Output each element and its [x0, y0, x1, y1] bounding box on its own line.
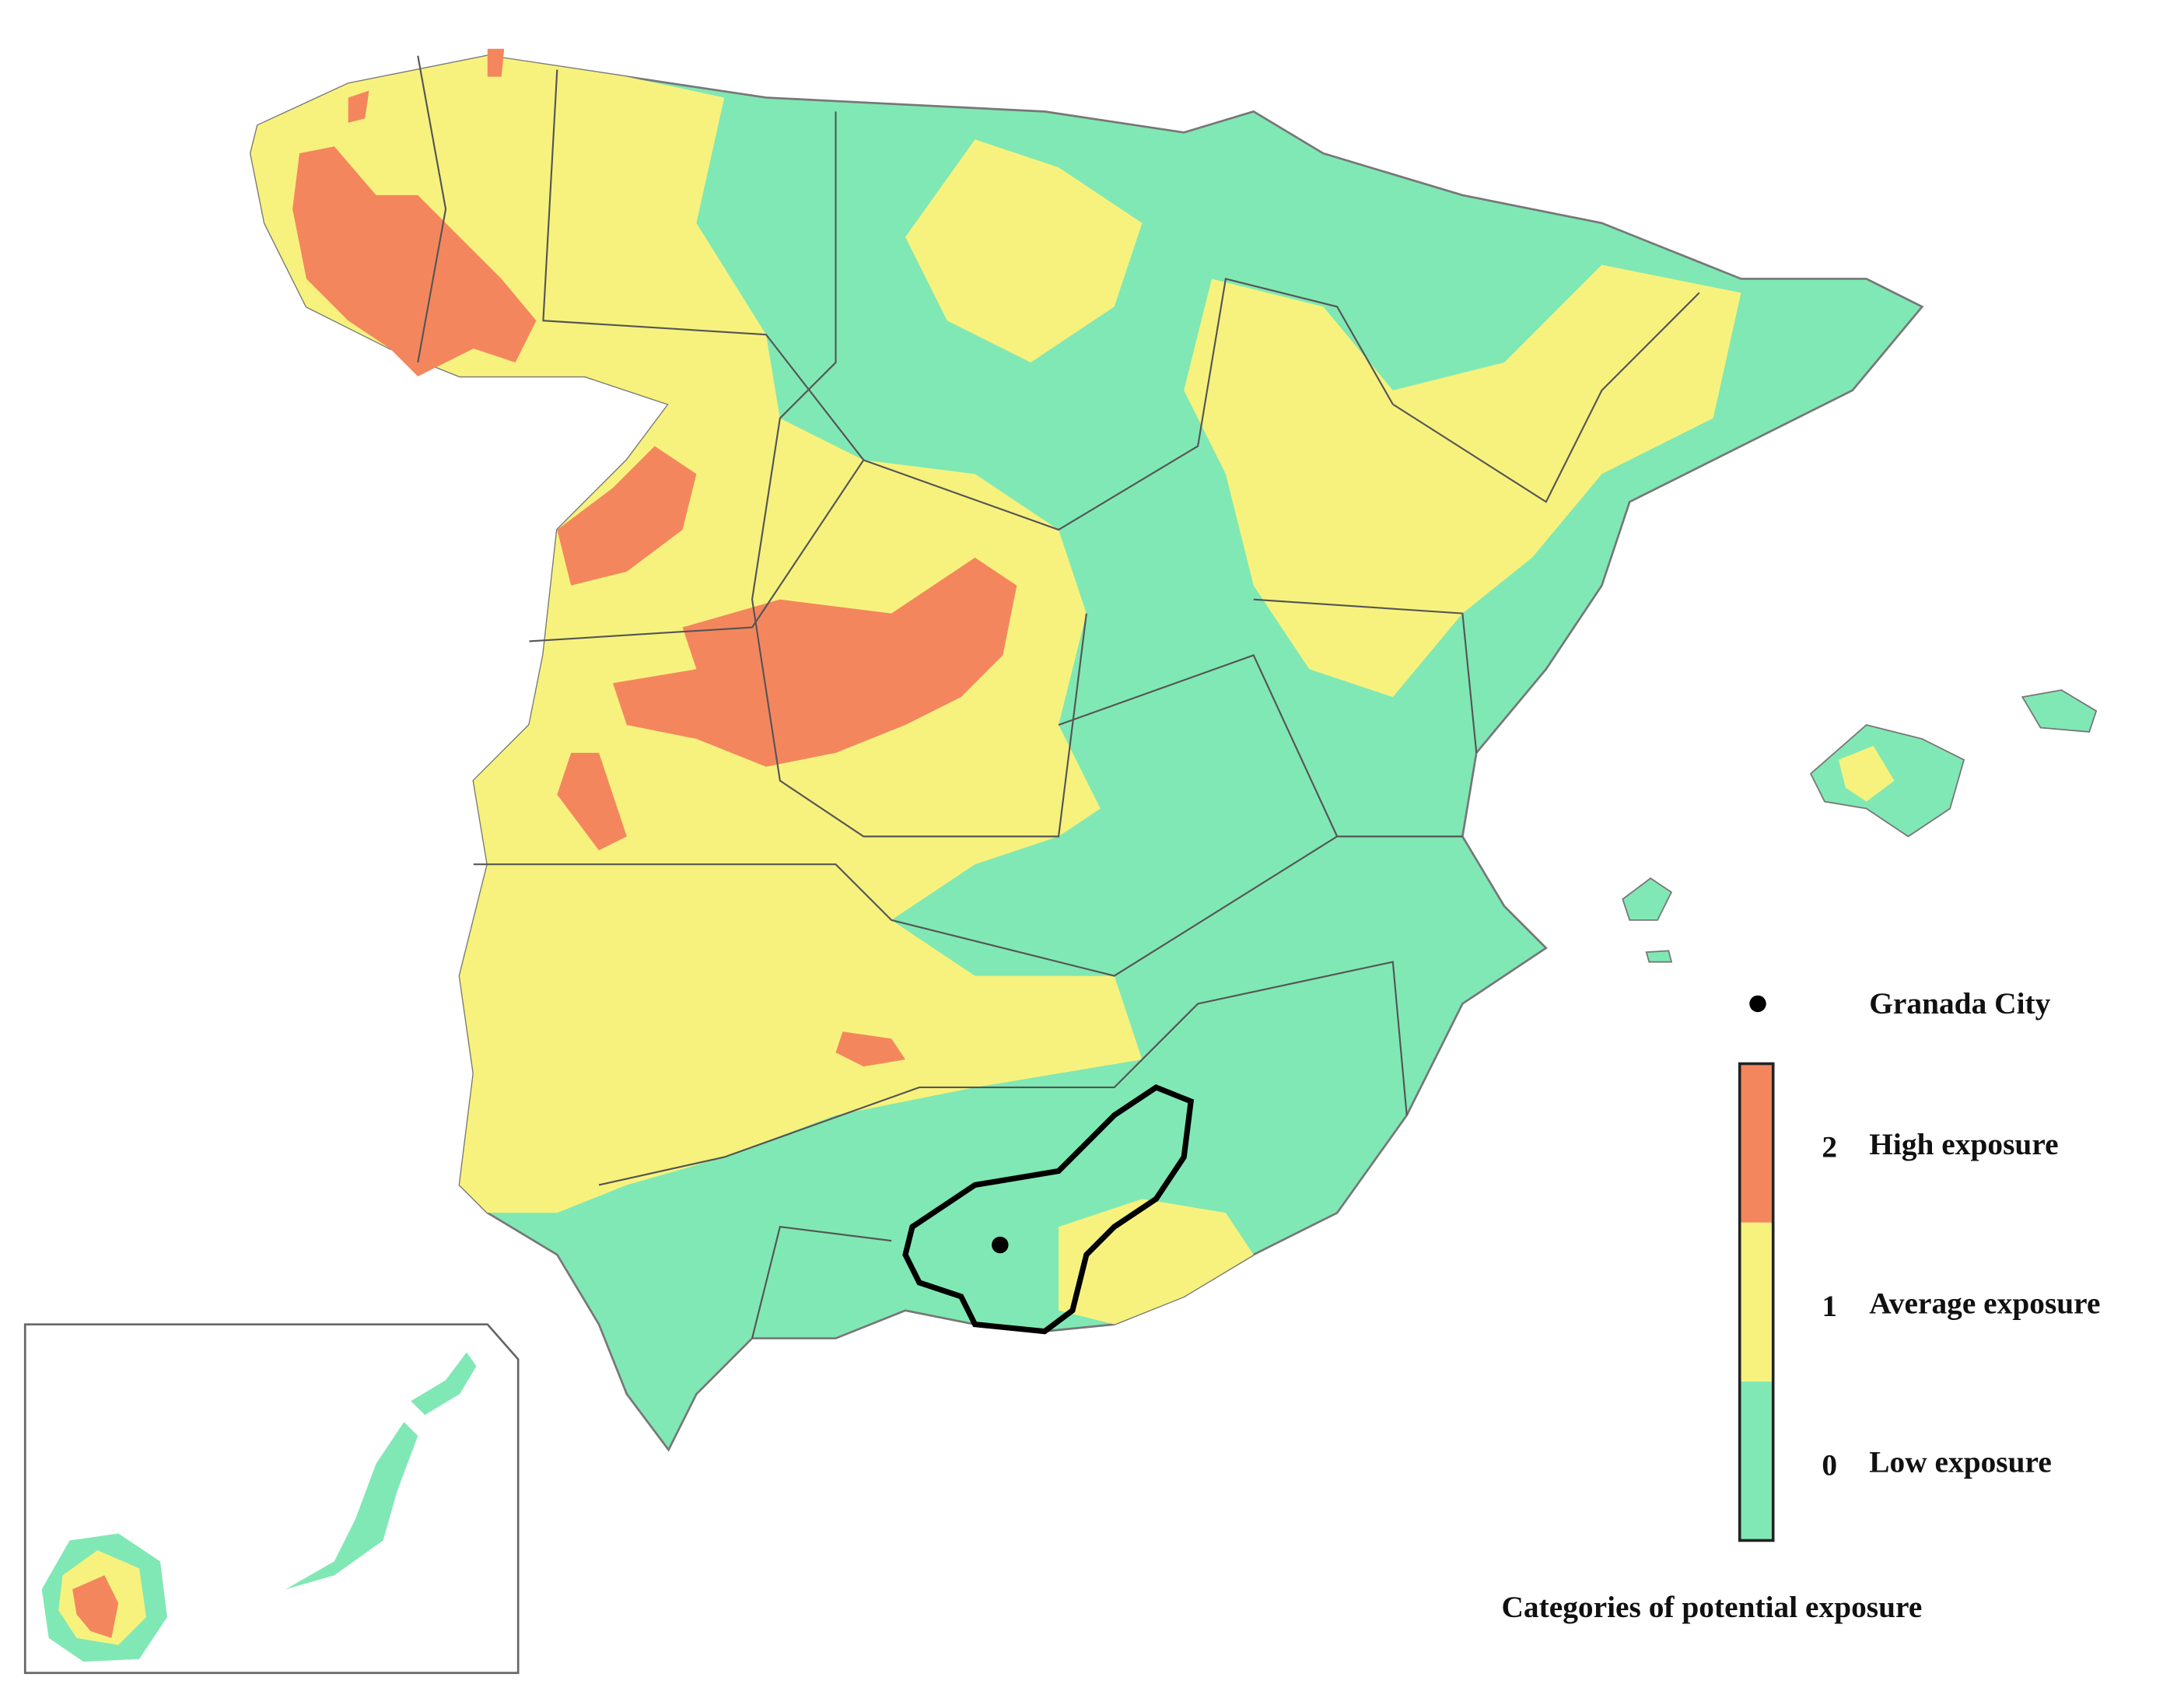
high-exposure-area: [612, 557, 1017, 767]
spain-mainland: [249, 48, 1924, 1452]
legend-point-marker: [1749, 995, 1766, 1013]
mallorca-average-area: [1838, 745, 1895, 802]
legend-swatch: [1739, 1063, 1773, 1223]
legend: Granada City Categories of potential exp…: [1502, 986, 2101, 1624]
high-exposure-area: [557, 446, 697, 586]
high-exposure-area: [292, 146, 537, 376]
high-exposure-area: [557, 752, 627, 851]
legend-label: Low exposure: [1869, 1445, 2052, 1479]
average-exposure-area: [1184, 264, 1741, 698]
legend-value: 1: [1822, 1289, 1837, 1323]
granada-city-marker: [992, 1236, 1009, 1254]
province-borders: [417, 55, 1700, 1339]
high-exposure-area: [487, 48, 505, 77]
menorca: [2021, 689, 2098, 733]
legend-swatch: [1739, 1222, 1773, 1382]
legend-swatch: [1739, 1381, 1773, 1541]
average-exposure-area: [905, 139, 1143, 362]
canary-islands-inset: [23, 1323, 520, 1675]
high-exposure-area: [348, 90, 369, 123]
gran-canaria-high-area: [72, 1575, 119, 1638]
legend-point-label: Granada City: [1869, 986, 2050, 1021]
legend-label: High exposure: [1869, 1127, 2058, 1161]
legend-value: 2: [1822, 1130, 1837, 1164]
legend-label: Average exposure: [1869, 1286, 2100, 1320]
formentera: [1645, 950, 1673, 963]
ibiza: [1622, 877, 1673, 921]
legend-title: Categories of potential exposure: [1502, 1590, 1923, 1624]
legend-value: 0: [1822, 1448, 1837, 1482]
lanzarote: [411, 1352, 477, 1416]
high-exposure-area: [835, 1031, 906, 1067]
granada-province: [902, 1084, 1195, 1335]
average-exposure-area: [1059, 1199, 1254, 1325]
balearic-islands: [1622, 689, 2098, 963]
legend-bar-frame: [1738, 1062, 1775, 1542]
fuerteventura: [285, 1422, 418, 1590]
